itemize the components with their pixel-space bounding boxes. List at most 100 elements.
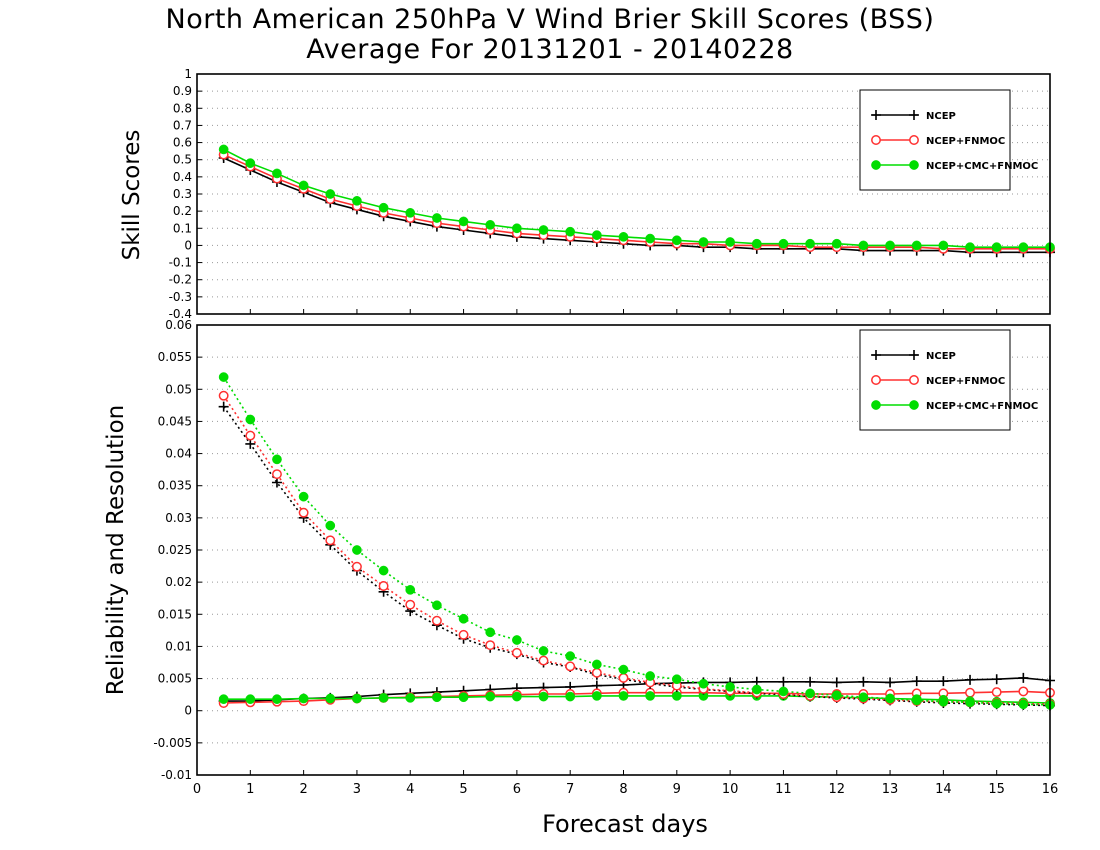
top-point-ncep-cmc-fnmoc (858, 240, 869, 251)
bottom-point-ncep (831, 677, 842, 688)
bottom-y-tick-label: 0.045 (158, 414, 192, 428)
bottom-panel: -0.01 -0.005 0 0.005 0.01 0.015 0.02 0.025 0.03 0… (153, 318, 1058, 797)
top-y-tick-label: 0.5 (173, 153, 192, 167)
bottom-point-ncep (885, 677, 896, 688)
bottom-point-open-circle-dotted (511, 647, 522, 658)
bottom-point-open-circle-dotted (591, 667, 602, 678)
bottom-point-ncep-cmc-fnmoc (432, 692, 442, 703)
top-y-tick-label: 0 (184, 238, 192, 252)
bottom-point-filled-circle-dotted (805, 688, 815, 699)
bottom-point-open-circle-dotted (431, 615, 442, 626)
bottom-point-ncep (805, 676, 816, 687)
bottom-point-ncep-cmc-fnmoc (485, 691, 496, 702)
top-point-ncep-cmc-fnmoc (512, 223, 522, 234)
top-point-ncep-cmc-fnmoc (938, 240, 949, 251)
top-point-ncep-cmc-fnmoc (432, 213, 442, 223)
top-point-ncep-cmc-fnmoc (645, 233, 656, 244)
x-tick-label: 1 (246, 782, 254, 797)
bottom-point-filled-circle-dotted (405, 585, 416, 595)
bottom-point-filled-circle-dotted (352, 545, 362, 555)
bottom-y-tick-label: 0.055 (158, 350, 192, 364)
bottom-point-ncep (991, 674, 1002, 685)
top-y-tick-label: -0.2 (169, 273, 192, 287)
x-tick-label: 9 (673, 782, 681, 797)
top-point-ncep-cmc-fnmoc (671, 235, 682, 246)
bottom-point-ncep-cmc-fnmoc (538, 691, 549, 702)
bottom-point-open-circle-dotted (298, 507, 309, 518)
bottom-point-open-circle-dotted (351, 561, 362, 572)
bottom-point-filled-circle-dotted (965, 697, 975, 708)
top-point-ncep-cmc-fnmoc (352, 196, 362, 206)
top-point-ncep-cmc-fnmoc (538, 225, 549, 235)
top-legend-marker (871, 135, 881, 145)
top-y-tick-label: 0.9 (173, 84, 192, 98)
bottom-point-plus-dotted (245, 438, 256, 449)
bottom-point-ncep (938, 676, 949, 687)
bottom-point-ncep-cmc-fnmoc (245, 694, 256, 704)
bottom-point-filled-circle-dotted (538, 646, 549, 656)
bottom-point-filled-circle-dotted (432, 600, 442, 611)
bottom-y-tick-label: 0.06 (165, 318, 192, 332)
bottom-point-filled-circle-dotted (218, 372, 229, 382)
top-legend-marker (871, 160, 881, 170)
top-point-ncep-cmc-fnmoc (298, 180, 309, 191)
bottom-y-tick-label: -0.01 (161, 768, 192, 782)
bottom-point-ncep-fnmoc (991, 687, 1002, 698)
top-point-ncep-cmc-fnmoc (805, 238, 815, 249)
x-tick-label: 14 (935, 782, 952, 797)
bottom-point-ncep-cmc-fnmoc (272, 694, 282, 704)
bottom-point-filled-circle-dotted (778, 686, 789, 697)
bottom-line-plus-dotted (223, 406, 1051, 707)
bottom-legend-marker (871, 400, 881, 410)
bottom-point-filled-circle-dotted (671, 674, 682, 685)
bottom-point-ncep-cmc-fnmoc (352, 693, 362, 704)
bottom-point-filled-circle-dotted (698, 678, 709, 689)
bottom-point-ncep-cmc-fnmoc (618, 691, 629, 701)
x-tick-label: 8 (619, 782, 627, 797)
x-tick-label: 0 (193, 782, 201, 797)
top-point-ncep-cmc-fnmoc (245, 158, 256, 168)
bottom-point-filled-circle-dotted (751, 684, 762, 695)
bottom-point-ncep (778, 676, 789, 687)
x-tick-label: 12 (828, 782, 845, 797)
bottom-legend-marker (909, 350, 919, 360)
bottom-point-open-circle-dotted (245, 430, 256, 441)
top-y-tick-label: 0.1 (173, 221, 192, 235)
bottom-point-filled-circle-dotted (325, 520, 336, 531)
bottom-point-open-circle-dotted (405, 599, 416, 610)
bottom-y-tick-label: 0.025 (158, 543, 192, 557)
bottom-point-filled-circle-dotted (885, 693, 895, 704)
top-plot-frame (196, 73, 1051, 315)
top-point-ncep-cmc-fnmoc (458, 216, 469, 227)
x-tick-label: 3 (353, 782, 361, 797)
top-legend: NCEP NCEP+FNMOC NCEP+CMC+FNMOC (859, 89, 1038, 191)
top-panel: -0.4 -0.3 -0.2 -0.1 0 0.1 0.2 0.3 0.4 0.5 0.6 0.7 0.… (169, 67, 1055, 321)
bottom-point-open-circle-dotted (378, 581, 389, 591)
bottom-point-ncep-fnmoc (1018, 686, 1029, 697)
bottom-point-ncep-cmc-fnmoc (458, 692, 469, 703)
bottom-point-filled-circle-dotted (485, 627, 496, 638)
top-y-tick-label: 0.6 (173, 136, 192, 150)
top-point-ncep-cmc-fnmoc (565, 226, 576, 237)
bottom-point-filled-circle-dotted (378, 565, 389, 576)
top-point-ncep-cmc-fnmoc (885, 240, 895, 251)
top-point-ncep-cmc-fnmoc (698, 237, 709, 247)
x-tick-label: 4 (406, 782, 414, 797)
top-point-ncep-cmc-fnmoc (618, 232, 629, 242)
bottom-y-tick-label: -0.005 (153, 736, 192, 750)
bottom-line-ncep (223, 677, 1051, 702)
bottom-y-tick-label: 0.035 (158, 479, 192, 493)
chart-title: North American 250hPa V Wind Brier Skill… (165, 4, 935, 35)
bottom-point-ncep-cmc-fnmoc (645, 691, 656, 701)
top-point-ncep-cmc-fnmoc (325, 189, 336, 199)
bottom-legend-marker (871, 350, 881, 360)
bottom-y-tick-label: 0.02 (165, 575, 192, 589)
top-legend-marker (871, 110, 881, 120)
bottom-y-tick-label: 0.05 (165, 382, 192, 396)
bottom-point-filled-circle-dotted (831, 690, 842, 701)
bottom-point-ncep (858, 676, 869, 687)
top-y-tick-label: 1 (184, 67, 192, 81)
bottom-legend-label: NCEP+CMC+FNMOC (926, 401, 1038, 412)
bottom-point-filled-circle-dotted (1018, 699, 1029, 710)
bottom-point-plus-dotted (218, 401, 229, 412)
